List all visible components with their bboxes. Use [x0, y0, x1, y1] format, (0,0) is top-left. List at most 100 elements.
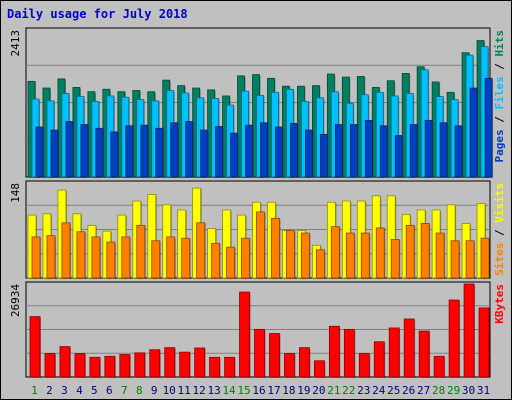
- visits_sites-bar-sites: [315, 249, 325, 279]
- kbytes-bar-kbytes: [104, 355, 116, 378]
- hits_files_pages-bar-pages: [290, 122, 298, 178]
- kbytes-bar-kbytes: [373, 341, 385, 378]
- day-label: 18: [282, 384, 295, 397]
- visits_sites-bar-sites: [241, 237, 250, 279]
- chart-title: Daily usage for July 2018: [7, 7, 188, 21]
- day-label: 31: [477, 384, 490, 397]
- kbytes-bar-kbytes: [358, 353, 370, 378]
- kbytes-bar-kbytes: [59, 346, 71, 378]
- hits_files_pages-bar-pages: [80, 124, 89, 178]
- kbytes-bar-kbytes: [134, 352, 146, 378]
- kbytes-bar-kbytes: [299, 347, 310, 378]
- visits_sites-bar-sites: [91, 236, 101, 279]
- hits_files_pages-bar-pages: [394, 135, 403, 178]
- kbytes-bar-kbytes: [388, 327, 400, 378]
- visits_sites-max-label: 148: [9, 183, 22, 203]
- visits_sites-bar-sites: [420, 223, 430, 279]
- kbytes-bar-kbytes: [179, 351, 191, 378]
- kbytes-bar-kbytes: [224, 356, 235, 378]
- kbytes-bar-kbytes: [328, 325, 340, 378]
- hits_files_pages-bar-pages: [349, 124, 358, 178]
- visits_sites-bar-sites: [181, 237, 191, 279]
- day-label: 19: [297, 384, 310, 397]
- visits_sites-bar-sites: [390, 239, 400, 279]
- visits_sites-bar-sites: [330, 226, 340, 279]
- hits_files_pages-bar-pages: [170, 122, 179, 178]
- hits_files_pages-bar-pages: [185, 121, 194, 178]
- day-label: 3: [61, 384, 68, 397]
- day-label: 30: [462, 384, 475, 397]
- kbytes-bar-kbytes: [29, 316, 41, 378]
- hits_files_pages-bar-pages: [230, 132, 238, 178]
- day-label: 9: [151, 384, 158, 397]
- visits_sites-bar-sites: [271, 217, 280, 279]
- kbytes-bar-kbytes: [478, 307, 490, 378]
- day-label: 21: [327, 384, 340, 397]
- visits_sites-bar-sites: [256, 211, 265, 279]
- day-label: 22: [342, 384, 355, 397]
- hits_files_pages-bar-pages: [110, 131, 119, 178]
- day-label: 4: [76, 384, 83, 397]
- kbytes-bar-kbytes: [119, 354, 131, 378]
- kbytes-bar-kbytes: [448, 299, 460, 378]
- kbytes-legend: KBytes: [493, 284, 506, 324]
- visits_sites-bar-sites: [405, 224, 415, 279]
- day-label: 12: [193, 384, 206, 397]
- hits_files_pages-bar-pages: [409, 124, 418, 178]
- visits_sites-legend: Sites / Visits: [493, 183, 506, 276]
- hits_files_pages-bar-pages: [319, 133, 328, 178]
- hits_files_pages-legend: Pages / Files / Hits: [493, 30, 506, 163]
- visits_sites-bar-sites: [465, 240, 475, 279]
- hits_files_pages-bar-pages: [469, 87, 478, 178]
- hits_files_pages-bar-pages: [454, 125, 463, 178]
- day-label: 14: [222, 384, 236, 397]
- kbytes-bar-kbytes: [194, 347, 206, 378]
- day-label: 25: [387, 384, 400, 397]
- day-label: 27: [417, 384, 430, 397]
- kbytes-bar-kbytes: [284, 353, 295, 378]
- visits_sites-bar-sites: [46, 235, 56, 279]
- day-label: 28: [432, 384, 445, 397]
- day-label: 26: [402, 384, 415, 397]
- hits_files_pages-bar-pages: [155, 127, 164, 178]
- visits_sites-bar-sites: [301, 232, 310, 279]
- hits_files_pages-bar-pages: [95, 127, 104, 178]
- day-label: 10: [163, 384, 176, 397]
- legend-visits: Visits: [493, 183, 506, 223]
- legend-sites: Sites: [493, 243, 506, 276]
- visits_sites-bar-sites: [136, 224, 146, 279]
- kbytes-bar-kbytes: [254, 328, 265, 378]
- visits_sites-bar-sites: [196, 222, 206, 279]
- hits_files_pages-bar-pages: [50, 129, 59, 178]
- visits_sites-bar-sites: [345, 232, 355, 279]
- hits_files_pages-bar-pages: [379, 125, 388, 178]
- kbytes-bar-kbytes: [74, 353, 86, 378]
- day-label: 15: [237, 384, 250, 397]
- hits_files_pages-bar-pages: [305, 129, 313, 178]
- hits_files_pages-bar-pages: [364, 119, 373, 178]
- day-label: 24: [372, 384, 386, 397]
- hits_files_pages-bar-pages: [140, 124, 149, 178]
- legend-hits: Hits: [493, 30, 506, 57]
- kbytes-bar-kbytes: [403, 318, 415, 378]
- visits_sites-bar-sites: [61, 222, 71, 279]
- kbytes-bar-kbytes: [164, 347, 176, 378]
- kbytes-bar-kbytes: [44, 353, 56, 378]
- visits_sites-bar-sites: [480, 237, 490, 279]
- hits_files_pages-bar-pages: [424, 119, 433, 178]
- legend-separator: /: [493, 110, 506, 130]
- day-label: 8: [136, 384, 143, 397]
- kbytes-max-label: 26934: [9, 284, 22, 317]
- legend-files: Files: [493, 76, 506, 109]
- hits_files_pages-bar-pages: [484, 77, 493, 178]
- day-label: 13: [207, 384, 220, 397]
- day-label: 23: [357, 384, 370, 397]
- legend-separator: /: [493, 57, 506, 77]
- hits_files_pages-bar-pages: [35, 126, 44, 178]
- legend-kbytes: KBytes: [493, 284, 506, 324]
- visits_sites-bar-sites: [31, 236, 41, 279]
- visits_sites-bar-sites: [106, 241, 116, 279]
- hits_files_pages-bar-pages: [215, 126, 224, 178]
- hits_files_pages-bar-pages: [245, 124, 253, 178]
